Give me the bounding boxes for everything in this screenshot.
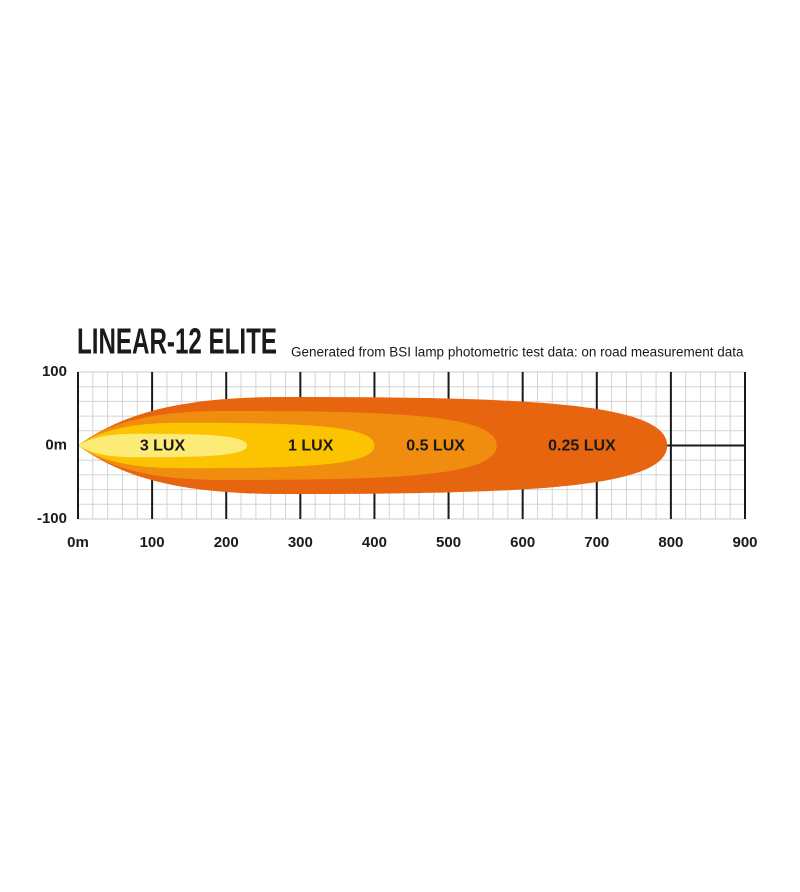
y-tick-label: -100: [37, 510, 67, 527]
x-tick-label: 200: [214, 534, 239, 551]
x-tick-label: 400: [362, 534, 387, 551]
x-tick-label: 100: [140, 534, 165, 551]
chart-subtitle: Generated from BSI lamp photometric test…: [291, 345, 744, 360]
y-tick-label: 0m: [45, 436, 67, 453]
x-tick-label: 800: [658, 534, 683, 551]
chart-title: LINEAR-12 ELITE: [77, 321, 277, 362]
x-tick-label: 500: [436, 534, 461, 551]
x-tick-label: 0m: [67, 534, 89, 551]
zone-label: 1 LUX: [288, 438, 334, 455]
y-tick-label: 100: [42, 363, 67, 380]
x-tick-label: 900: [732, 534, 757, 551]
zone-label: 0.5 LUX: [406, 438, 465, 455]
x-tick-label: 600: [510, 534, 535, 551]
x-tick-label: 700: [584, 534, 609, 551]
beam-zone: [78, 433, 247, 458]
x-tick-label: 300: [288, 534, 313, 551]
zone-label: 0.25 LUX: [548, 438, 616, 455]
zone-label: 3 LUX: [140, 438, 186, 455]
